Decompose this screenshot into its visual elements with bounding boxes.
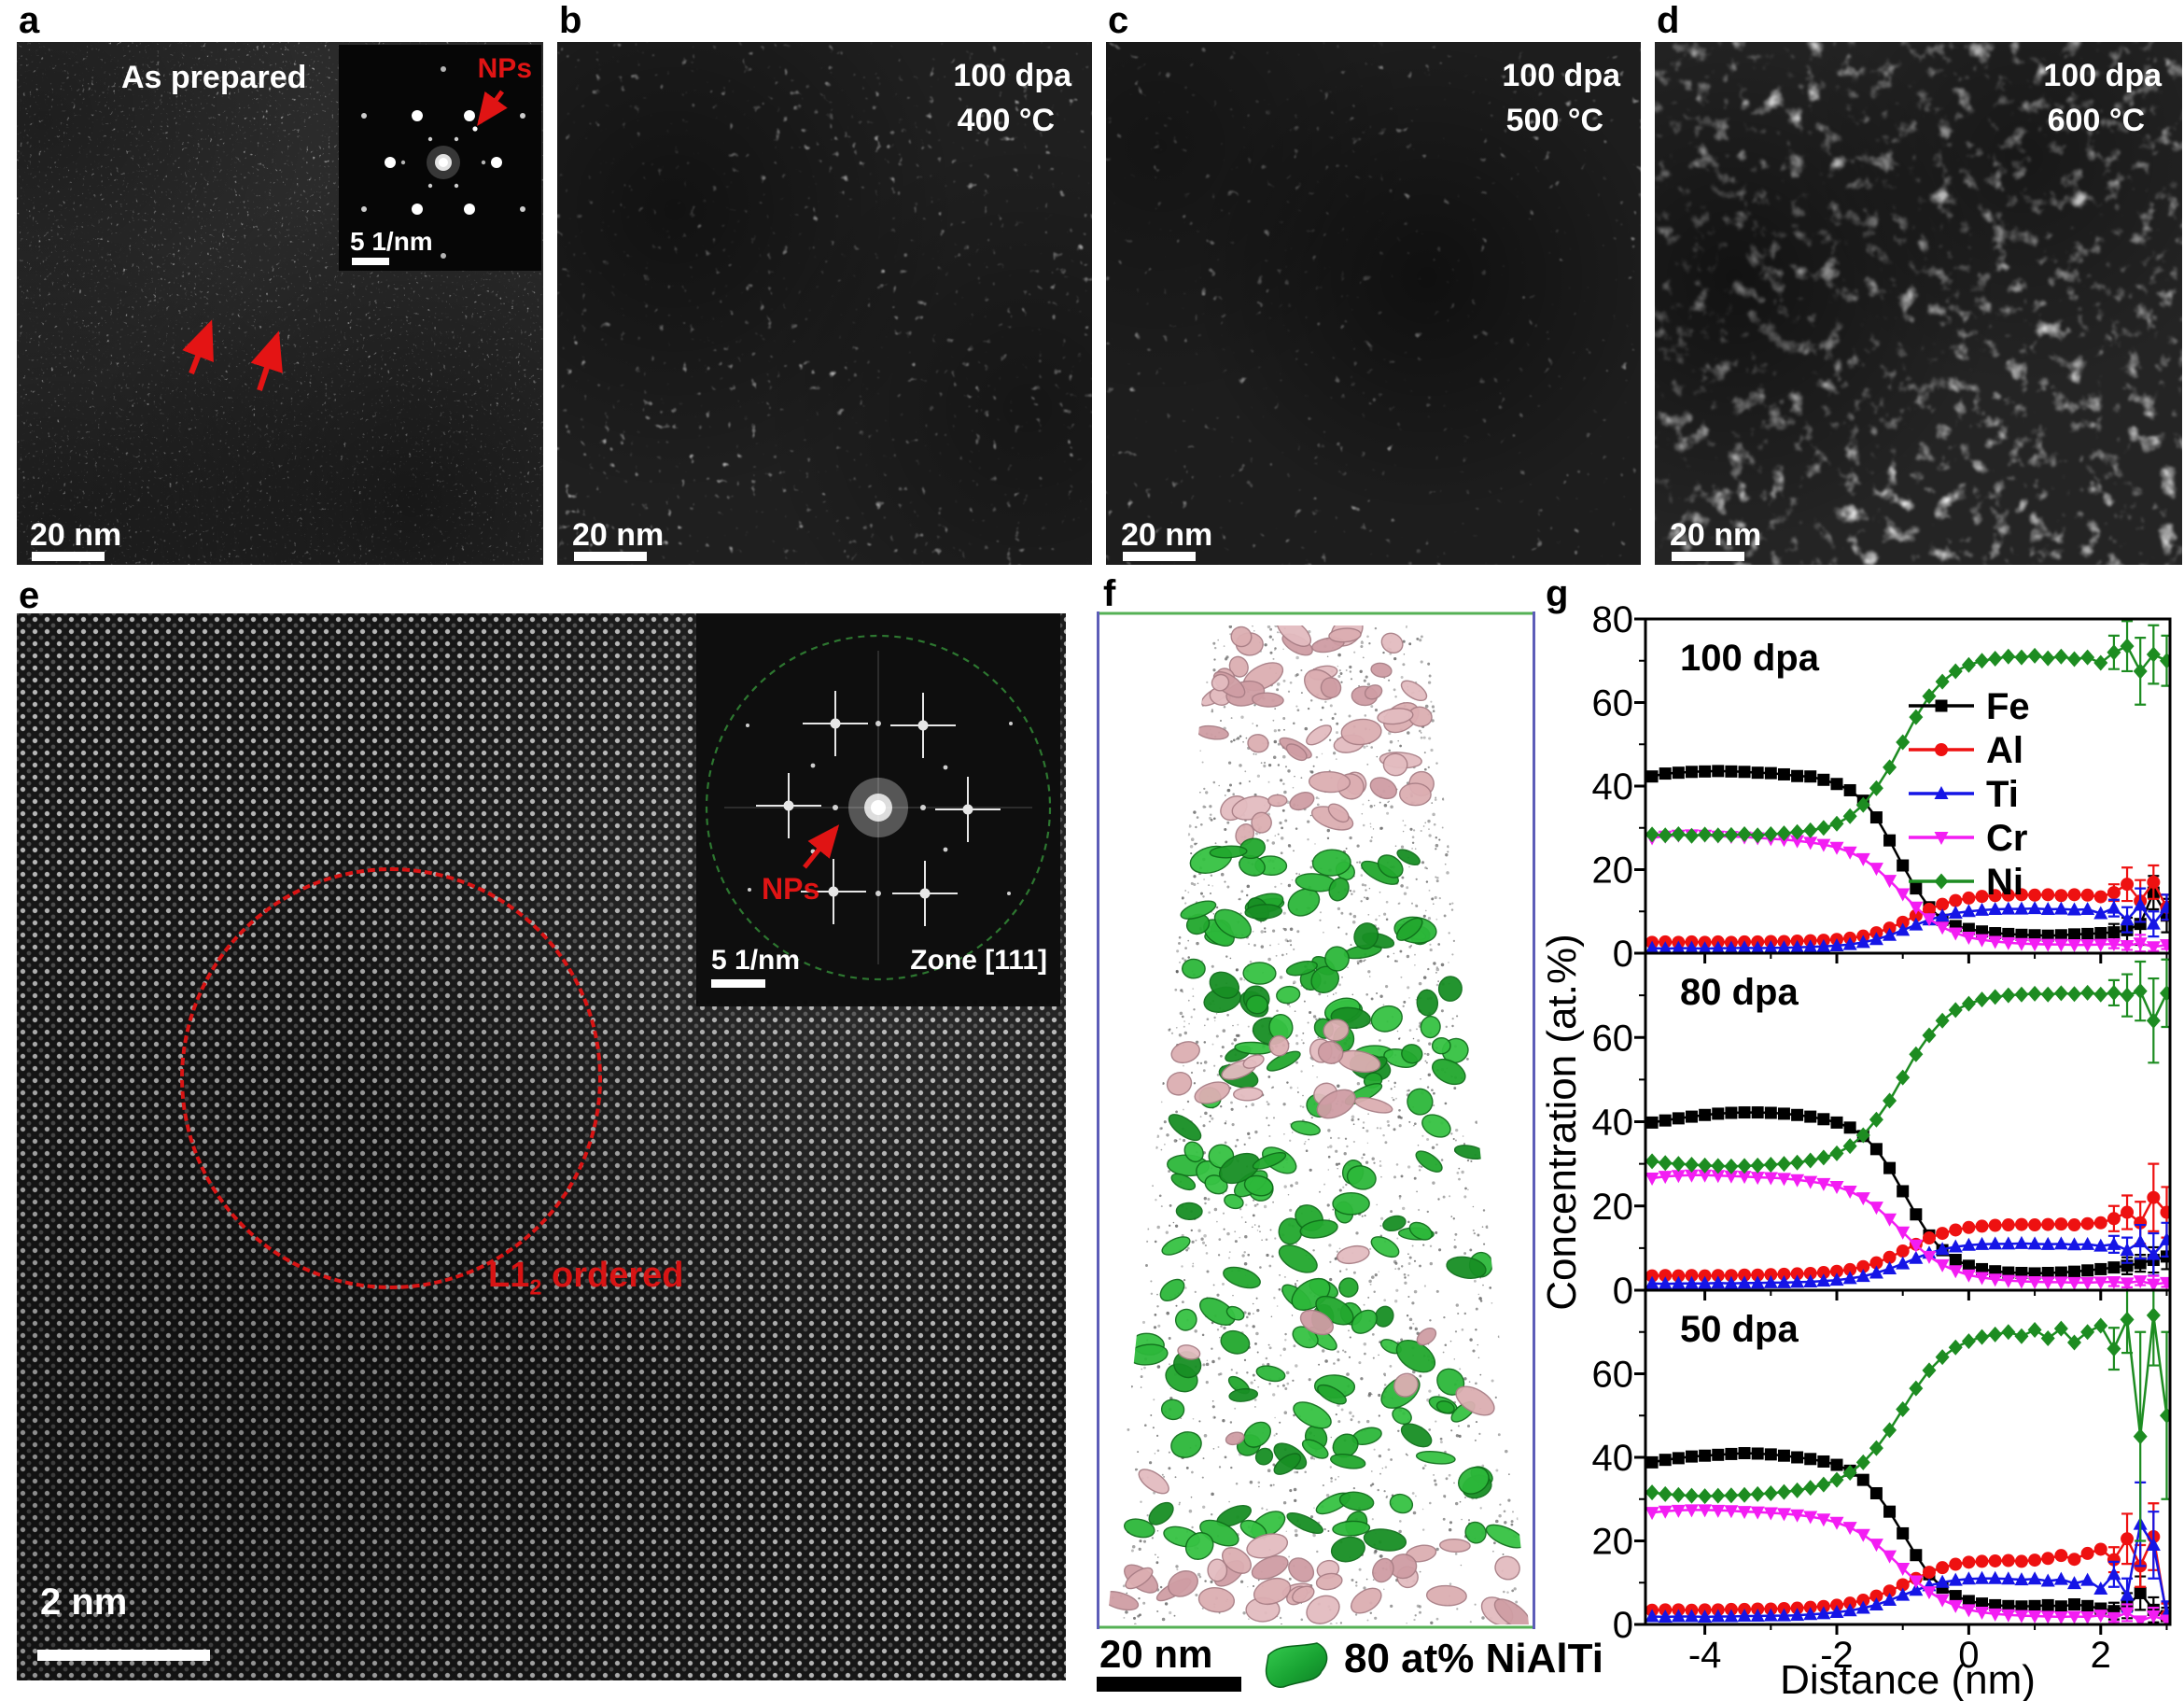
- panel-a-letter: a: [19, 0, 40, 41]
- svg-text:Al: Al: [1986, 730, 2023, 771]
- svg-text:40: 40: [1592, 766, 1634, 808]
- svg-text:Concentration (at.%): Concentration (at.%): [1540, 934, 1585, 1311]
- scalebar-label-e: 2 nm: [40, 1582, 128, 1623]
- fft-pattern: [696, 613, 1060, 1006]
- svg-text:80: 80: [1592, 599, 1634, 640]
- scalebar-a: [32, 552, 105, 561]
- panel-b-temp: 400 °C: [957, 103, 1055, 138]
- svg-text:100 dpa: 100 dpa: [1680, 638, 1820, 679]
- l12-sub: 2: [529, 1274, 542, 1300]
- panel-b-dose: 100 dpa: [953, 58, 1071, 93]
- svg-text:Fe: Fe: [1986, 686, 2030, 727]
- inset-a-scalebar: [352, 258, 389, 265]
- panel-a-micrograph: As prepared: [17, 42, 543, 565]
- panel-e-hrstem: L12 ordered: [17, 613, 1066, 1680]
- apt-reconstruction: [1097, 612, 1535, 1629]
- l12-ordered-label: L12 ordered: [488, 1256, 684, 1300]
- darkfield-texture-c: [1106, 42, 1641, 565]
- panel-c-micrograph: 100 dpa 500 °C 20 nm: [1106, 42, 1641, 565]
- panel-d-letter: d: [1657, 0, 1680, 41]
- svg-text:60: 60: [1592, 1355, 1634, 1396]
- svg-text:Ti: Ti: [1986, 774, 2019, 815]
- panel-c-letter: c: [1108, 0, 1129, 41]
- diffraction-pattern: [339, 45, 541, 271]
- nps-label: NPs: [477, 53, 532, 84]
- fft-inset: NPs 5 1/nm Zone [111]: [696, 613, 1060, 1006]
- fft-scalebar: [711, 979, 765, 988]
- panel-c-temp: 500 °C: [1505, 103, 1603, 138]
- isosurface-legend-label: 80 at% NiAlTi: [1344, 1636, 1603, 1681]
- scalebar-c: [1123, 552, 1196, 561]
- panel-g-letter: g: [1546, 573, 1569, 614]
- svg-text:0: 0: [1958, 1635, 1979, 1676]
- scalebar-d: [1672, 552, 1744, 561]
- isosurface-legend-icon: [1265, 1642, 1328, 1688]
- svg-text:0: 0: [1613, 934, 1633, 975]
- panel-c-dose: 100 dpa: [1502, 58, 1620, 93]
- svg-text:20: 20: [1592, 1187, 1634, 1228]
- svg-text:Cr: Cr: [1986, 818, 2027, 859]
- darkfield-texture-b: [557, 42, 1092, 565]
- panel-b-letter: b: [559, 0, 582, 41]
- panel-f-letter: f: [1103, 573, 1116, 614]
- svg-text:40: 40: [1592, 1438, 1634, 1479]
- inset-a-scalebar-label: 5 1/nm: [350, 227, 433, 256]
- scalebar-f: [1097, 1677, 1241, 1692]
- svg-text:0: 0: [1613, 1271, 1633, 1312]
- scalebar-label-d: 20 nm: [1670, 517, 1762, 553]
- fft-nps-label: NPs: [762, 872, 820, 906]
- scalebar-label-b: 20 nm: [572, 517, 665, 553]
- svg-text:60: 60: [1592, 683, 1634, 724]
- svg-text:50 dpa: 50 dpa: [1680, 1309, 1799, 1350]
- svg-text:60: 60: [1592, 1018, 1634, 1059]
- svg-text:2: 2: [2091, 1635, 2111, 1676]
- l12-rest: ordered: [541, 1256, 684, 1295]
- svg-text:20: 20: [1592, 850, 1634, 892]
- l12-region-circle: [180, 867, 602, 1289]
- scalebar-label-f: 20 nm: [1099, 1632, 1213, 1676]
- scalebar-label-a: 20 nm: [30, 517, 122, 553]
- panel-d-dose: 100 dpa: [2043, 58, 2162, 93]
- saed-inset: NPs 5 1/nm: [339, 45, 541, 271]
- svg-text:Distance (nm): Distance (nm): [1780, 1657, 2036, 1701]
- svg-text:80 dpa: 80 dpa: [1680, 972, 1799, 1013]
- scalebar-label-c: 20 nm: [1121, 517, 1213, 553]
- panel-a-title: As prepared: [121, 60, 307, 95]
- panel-b-micrograph: 100 dpa 400 °C 20 nm: [557, 42, 1092, 565]
- np-arrows: [182, 319, 283, 391]
- fft-scalebar-label: 5 1/nm: [711, 945, 801, 976]
- panel-d-temp: 600 °C: [2047, 103, 2145, 138]
- svg-text:Ni: Ni: [1986, 862, 2023, 903]
- svg-text:0: 0: [1613, 1605, 1633, 1646]
- svg-text:40: 40: [1592, 1103, 1634, 1144]
- scalebar-e: [37, 1650, 210, 1661]
- svg-text:-2: -2: [1820, 1635, 1854, 1676]
- svg-text:-4: -4: [1688, 1635, 1722, 1676]
- fft-zone-label: Zone [111]: [910, 945, 1047, 976]
- l12-main: L1: [488, 1256, 530, 1295]
- panel-d-micrograph: 100 dpa 600 °C 20 nm: [1655, 42, 2182, 565]
- panel-e-letter: e: [19, 575, 40, 616]
- svg-text:20: 20: [1592, 1522, 1634, 1563]
- scalebar-b: [574, 552, 647, 561]
